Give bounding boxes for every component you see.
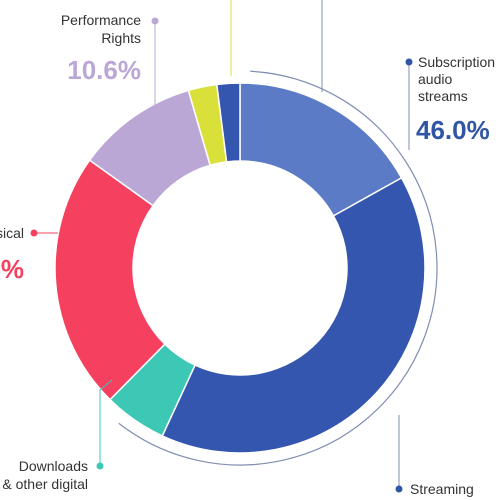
label-dot-downloads bbox=[96, 462, 104, 470]
label-downloads: Downloads & other digital bbox=[2, 458, 104, 492]
leader-lines bbox=[34, 0, 410, 489]
label-subscription: Subscription audio streams 46.0% bbox=[405, 54, 495, 145]
label-performance-line1: Performance bbox=[61, 12, 141, 28]
bracket-arc-streaming-total bbox=[118, 70, 438, 466]
label-subscription-pct: 46.0% bbox=[416, 115, 490, 145]
label-performance: Performance Rights 10.6% bbox=[61, 12, 159, 85]
label-performance-line2: Rights bbox=[101, 30, 141, 46]
label-streaming-line1: Streaming bbox=[410, 481, 474, 497]
leader-downloads bbox=[99, 379, 113, 466]
label-dot-streaming bbox=[395, 485, 403, 493]
label-subscription-line1: Subscription bbox=[418, 54, 495, 70]
label-dot-performance bbox=[151, 17, 159, 25]
label-performance-pct: 10.6% bbox=[67, 55, 141, 85]
bracket-lines bbox=[118, 70, 438, 466]
label-downloads-line1: Downloads bbox=[19, 458, 88, 474]
slice-physical bbox=[54, 159, 166, 401]
slice-streaming bbox=[161, 176, 426, 454]
donut-slices bbox=[54, 82, 426, 454]
label-subscription-line3: streams bbox=[418, 88, 468, 104]
label-streaming: Streaming bbox=[395, 481, 474, 497]
label-dot-subscription bbox=[405, 58, 413, 66]
label-subscription-line2: audio bbox=[418, 71, 452, 87]
label-dot-physical bbox=[30, 229, 38, 237]
slice-other bbox=[215, 82, 241, 163]
label-physical: Physical 22.5% bbox=[0, 225, 38, 284]
label-physical-pct: 22.5% bbox=[0, 254, 24, 284]
label-physical-line1: Physical bbox=[0, 225, 24, 241]
label-downloads-line2: & other digital bbox=[2, 476, 88, 492]
